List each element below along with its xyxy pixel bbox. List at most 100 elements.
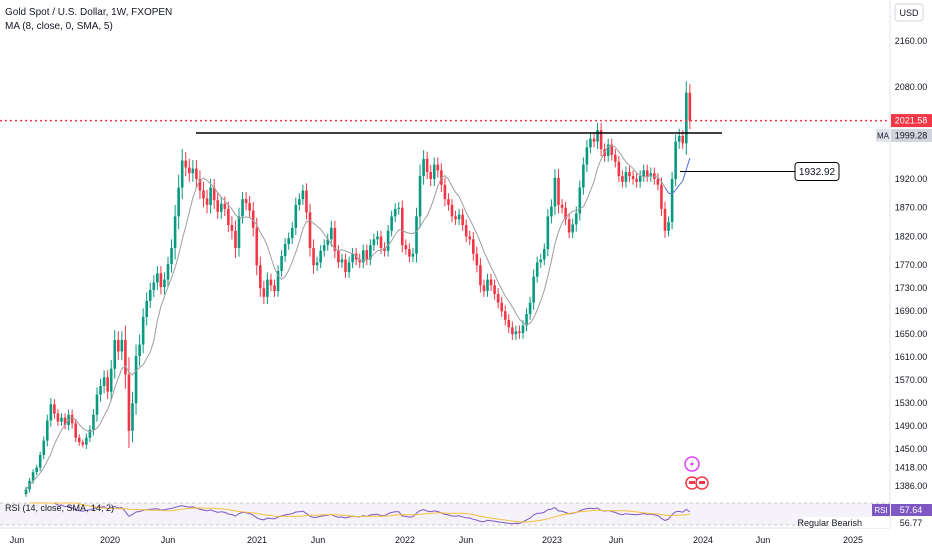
candle-body — [610, 144, 614, 155]
price-axis-panel[interactable] — [890, 0, 932, 528]
candle-body — [230, 224, 234, 231]
candle-body — [88, 429, 92, 438]
candle-body — [635, 178, 638, 182]
candle-body — [163, 279, 166, 288]
candle-body — [117, 339, 120, 352]
time-tick-label: 2021 — [247, 535, 267, 545]
candle-body — [141, 316, 145, 345]
candle-body — [42, 440, 46, 455]
candle-body — [255, 227, 259, 266]
candle-body — [685, 92, 688, 144]
time-tick-label: 2023 — [542, 535, 562, 545]
candle-body — [216, 200, 219, 212]
candle-body — [269, 279, 273, 286]
candle-body — [49, 404, 53, 421]
candle-body — [546, 216, 550, 250]
candle-body — [514, 331, 518, 335]
candle-body — [227, 208, 230, 225]
candle-body — [298, 199, 301, 205]
candle-body — [287, 238, 290, 244]
candle-body — [184, 160, 188, 168]
candle-body — [532, 276, 535, 303]
candle-body — [681, 135, 685, 144]
candle-body — [567, 219, 571, 233]
candle-body — [507, 319, 511, 328]
candle-body — [223, 203, 227, 209]
candle-body — [670, 178, 674, 223]
candle-body — [191, 168, 195, 174]
candle-body — [574, 213, 578, 225]
candle-body — [624, 172, 628, 182]
price-tick-label: 1730.00 — [895, 283, 928, 293]
price-tick-label: 1870.00 — [895, 203, 928, 213]
candle-body — [209, 187, 212, 205]
candle-body — [85, 437, 88, 445]
price-tick-label: 1386.00 — [895, 481, 928, 491]
candle-body — [351, 253, 354, 263]
time-tick-label: Jun — [459, 535, 474, 545]
ma-value: 1999.28 — [895, 130, 928, 140]
candle-body — [376, 236, 379, 240]
price-tick-label: 1490.00 — [895, 421, 928, 431]
candle-body — [148, 289, 152, 301]
candle-body — [372, 239, 376, 246]
callout-box[interactable]: 1932.92 — [794, 162, 840, 182]
candle-body — [134, 356, 138, 404]
candle-body — [365, 250, 369, 260]
candle-body — [599, 130, 603, 150]
candle-body — [124, 339, 127, 375]
candle-body — [649, 173, 653, 177]
candle-body — [177, 187, 180, 217]
price-tick-label: 2160.00 — [895, 36, 928, 46]
candle-body — [521, 325, 525, 334]
candle-body — [677, 135, 681, 142]
price-tick-label: 1610.00 — [895, 352, 928, 362]
candle-body — [74, 423, 77, 438]
candle-body — [106, 377, 109, 392]
candle-body — [156, 273, 159, 283]
rsi-label[interactable]: RSI (14, close, SMA, 14, 2) — [5, 503, 114, 513]
chart-title[interactable]: Gold Spot / U.S. Dollar, 1W, FXOPEN — [5, 7, 172, 18]
callout-label: 1932.92 — [799, 167, 836, 178]
candle-body — [326, 239, 330, 246]
candle-body — [180, 160, 184, 188]
candle-body — [585, 147, 589, 165]
candle-body — [500, 302, 503, 312]
candle-body — [432, 164, 436, 179]
ma-line-recent — [664, 158, 691, 195]
candle-body — [525, 314, 528, 326]
currency-button[interactable] — [894, 3, 924, 22]
last-price-value: 2021.58 — [895, 116, 928, 126]
candle-body — [262, 288, 266, 297]
candle-body — [543, 249, 546, 260]
lightning-event-icon[interactable] — [684, 456, 700, 472]
candle-body — [663, 208, 667, 231]
candle-body — [113, 339, 117, 369]
candle-body — [564, 207, 567, 220]
candle-body — [436, 164, 440, 171]
candle-body — [333, 227, 337, 251]
candle-body — [688, 92, 692, 121]
candle-body — [596, 130, 599, 142]
candle-body — [283, 243, 287, 257]
candle-body — [550, 206, 553, 217]
candle-body — [638, 176, 642, 182]
candle-body — [259, 265, 262, 289]
price-tick-label: 1570.00 — [895, 375, 928, 385]
candle-body — [578, 187, 582, 214]
candle-body — [237, 216, 241, 248]
candle-body — [582, 164, 585, 188]
rsi-ma-line — [29, 502, 690, 523]
ma-line — [25, 144, 691, 490]
candle-body — [553, 177, 557, 207]
earnings-flag-icon[interactable] — [685, 476, 709, 490]
price-tick-label: 1530.00 — [895, 398, 928, 408]
price-tick-label: 1450.00 — [895, 444, 928, 454]
candle-body — [340, 259, 344, 263]
indicator-label[interactable]: MA (8, close, 0, SMA, 5) — [5, 21, 113, 32]
candle-body — [53, 404, 56, 414]
candle-body — [170, 247, 173, 265]
ma-value-badge — [891, 128, 932, 142]
candle-body — [38, 454, 42, 468]
currency-label: USD — [899, 8, 919, 18]
